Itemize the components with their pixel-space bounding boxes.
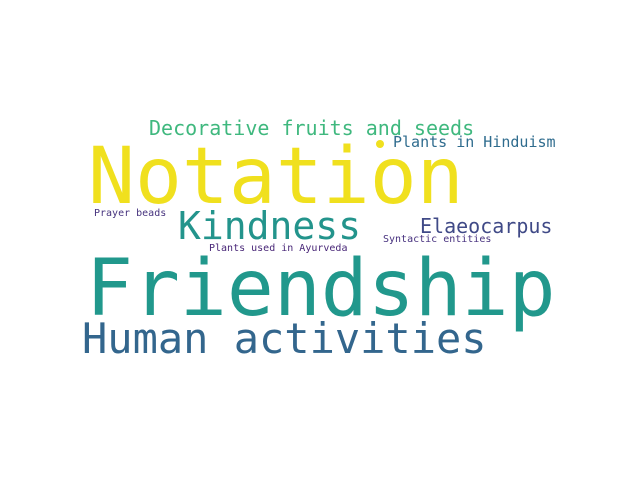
word-kindness: Kindness <box>178 204 362 248</box>
word-prayer-beads: Prayer beads <box>94 208 167 219</box>
word-plants-in-hinduism: Plants in Hinduism <box>393 133 556 151</box>
word-notation: Notation <box>88 132 464 222</box>
word-decorative-fruits-and-seeds: Decorative fruits and seeds <box>149 116 475 140</box>
word-friendship: Friendship <box>86 244 556 334</box>
word-human-activities: Human activities <box>82 314 487 363</box>
dot-mark <box>376 140 384 148</box>
word-syntactic-entities: Syntactic entities <box>383 234 492 245</box>
word-elaeocarpus: Elaeocarpus <box>420 214 553 238</box>
word-plants-used-in-ayurveda: Plants used in Ayurveda <box>209 243 348 254</box>
